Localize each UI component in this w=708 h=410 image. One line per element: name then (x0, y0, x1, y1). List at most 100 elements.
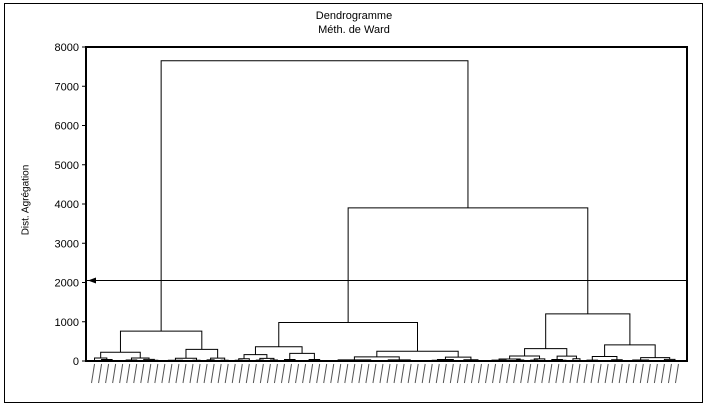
dendrogram-link (238, 358, 250, 361)
dendrogram-link (530, 359, 539, 361)
leaf-label (358, 363, 363, 384)
leaf-label (98, 363, 103, 384)
y-tick-label: 5000 (55, 160, 79, 172)
y-tick-label: 2000 (55, 278, 79, 290)
leaf-label (210, 363, 215, 384)
dendrogram-link (498, 358, 521, 361)
leaf-label (386, 363, 391, 384)
leaf-label (428, 363, 433, 384)
leaf-label (527, 363, 532, 384)
leaf-label (126, 363, 131, 384)
leaf-label (140, 363, 145, 384)
leaf-label (477, 363, 482, 384)
chart-title: Dendrogramme (315, 10, 393, 22)
dendrogram-link (220, 359, 229, 361)
leaf-label (492, 363, 497, 384)
leaf-label (485, 363, 490, 384)
dendrogram-link (108, 359, 117, 361)
leaf-label (611, 363, 616, 384)
dendrogram-link (125, 359, 138, 361)
leaf-label (414, 363, 419, 384)
y-tick-label: 4000 (55, 199, 79, 211)
leaf-label (576, 363, 581, 384)
y-tick-label: 6000 (55, 121, 79, 133)
leaf-label (224, 363, 229, 384)
dendrogram-link (558, 359, 567, 361)
leaf-label (323, 363, 328, 384)
leaf-label (435, 363, 440, 384)
dendrogram-link (100, 351, 141, 358)
leaf-label (372, 363, 377, 384)
leaf-label (161, 363, 166, 384)
dendrogram-link (437, 358, 454, 361)
leaf-label (337, 363, 342, 384)
dendrogram-link (556, 355, 577, 360)
leaf-label (330, 363, 335, 384)
dendrogram-link (289, 352, 315, 360)
leaf-label (245, 363, 250, 384)
leaf-label (280, 363, 285, 384)
leaf-label (217, 363, 222, 384)
chart-subtitle: Méth. de Ward (318, 24, 390, 36)
leaf-label (674, 363, 679, 384)
leaf-label (463, 363, 468, 384)
dendrogram-link (185, 348, 219, 359)
y-tick-label: 8000 (55, 42, 79, 54)
leaf-label (302, 363, 307, 384)
leaf-label (273, 363, 278, 384)
y-tick-label: 1000 (55, 317, 79, 329)
leaf-label (119, 363, 124, 384)
leaf-label (625, 363, 630, 384)
leaf-label (400, 363, 405, 384)
leaf-label (91, 363, 96, 384)
leaf-label (632, 363, 637, 384)
dendrogram-link (376, 350, 459, 358)
leaf-label (506, 363, 511, 384)
leaf-label (252, 363, 257, 384)
leaf-label (667, 363, 672, 384)
dendrogram-link (586, 359, 599, 361)
dendrogram-link (269, 359, 278, 361)
leaf-label (555, 363, 560, 384)
leaf-label (583, 363, 588, 384)
dendrogram-link-root (160, 60, 469, 332)
leaf-label (604, 363, 609, 384)
dendrogram-link-major (347, 207, 589, 323)
dendrogram-link (533, 358, 546, 361)
leaf-label (639, 363, 644, 384)
leaf-label (168, 363, 173, 384)
leaf-label (548, 363, 553, 384)
dendrogram-link (545, 313, 631, 349)
leaf-label (266, 363, 271, 384)
leaf-label (189, 363, 194, 384)
leaf-label (203, 363, 208, 384)
dendrogram-link (591, 356, 618, 361)
leaf-label (597, 363, 602, 384)
leaf-label (456, 363, 461, 384)
leaf-label (295, 363, 300, 384)
leaf-label (407, 363, 412, 384)
dendrogram-link (174, 357, 198, 361)
leaf-label (449, 363, 454, 384)
leaf-label (288, 363, 293, 384)
dendrogram-link (524, 348, 568, 357)
dendrogram-link (337, 359, 372, 361)
leaf-label (196, 363, 201, 384)
leaf-label (499, 363, 504, 384)
dendrogram-link (387, 359, 411, 361)
leaf-label (175, 363, 180, 384)
y-tick-label: 7000 (55, 81, 79, 93)
leaf-label (365, 363, 370, 384)
truncation-arrow-icon (88, 277, 96, 284)
leaf-label (590, 363, 595, 384)
leaf-label (147, 363, 152, 384)
dendrogram-link (255, 359, 264, 361)
leaf-label (238, 363, 243, 384)
leaf-label (421, 363, 426, 384)
leaf-label (259, 363, 264, 384)
y-tick-label: 3000 (55, 238, 79, 250)
leaf-label (646, 363, 651, 384)
leaf-label (112, 363, 117, 384)
leaf-label (231, 363, 236, 384)
